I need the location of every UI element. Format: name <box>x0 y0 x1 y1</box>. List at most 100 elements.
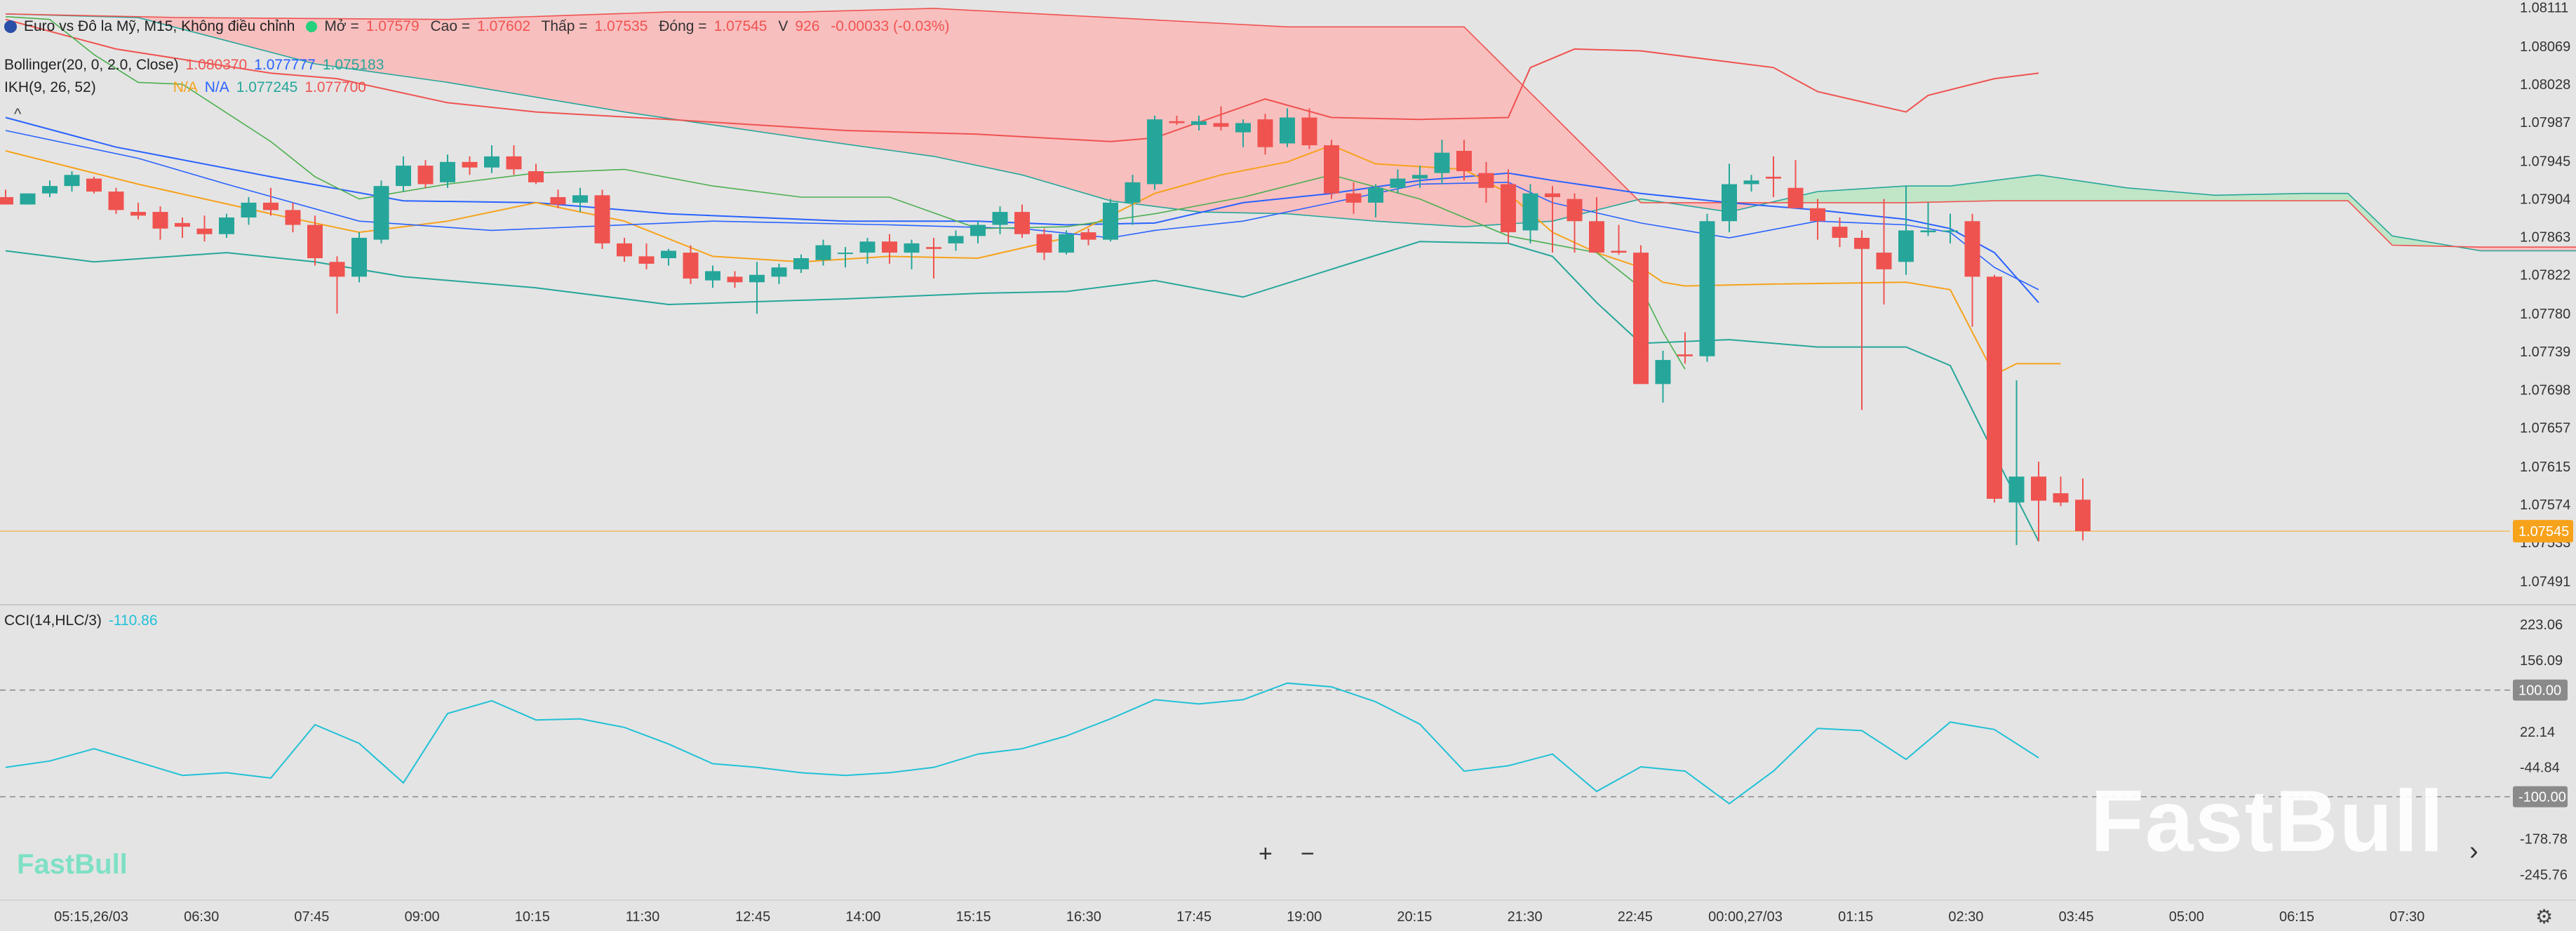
candle <box>1987 274 2002 503</box>
price-tick-label: 1.07615 <box>2520 460 2570 475</box>
candle <box>1633 245 1649 384</box>
candle-body <box>1832 227 1848 238</box>
candle <box>1280 108 1295 147</box>
candle <box>749 262 765 314</box>
candle-body <box>2075 500 2091 532</box>
price-tick-label: 1.07822 <box>2520 268 2570 283</box>
candle-body <box>1522 193 1538 231</box>
time-tick-label: 00:00,27/03 <box>1708 909 1783 925</box>
candle-body <box>1412 175 1428 179</box>
candle <box>307 215 323 266</box>
candle-body <box>1876 253 1892 269</box>
candle-body <box>661 250 676 259</box>
candle-body <box>1699 221 1715 356</box>
senkou-span-b-line <box>5 8 2576 248</box>
candle <box>1722 163 1737 233</box>
bollinger-middle-line <box>5 116 2039 303</box>
candle <box>1235 119 1251 147</box>
candle-body <box>1147 119 1162 185</box>
price-tick-label: 1.07657 <box>2520 420 2570 436</box>
candle <box>2053 476 2069 507</box>
candle-body <box>838 253 853 255</box>
candle-body <box>351 237 367 277</box>
candle-body <box>1743 180 1759 185</box>
candle-body <box>771 267 787 277</box>
price-tick-label: 1.08028 <box>2520 77 2570 93</box>
candle-body <box>1501 184 1516 233</box>
candle <box>175 217 190 238</box>
collapse-legend-icon[interactable]: ^ <box>14 105 22 123</box>
candle <box>152 206 168 240</box>
candle-body <box>1280 117 1295 144</box>
close-value: 1.07545 <box>713 18 767 34</box>
candle <box>572 187 588 213</box>
candle-body <box>1611 250 1627 253</box>
candle <box>64 171 80 192</box>
candle <box>1478 161 1494 203</box>
candle <box>1147 115 1162 190</box>
time-tick-label: 16:30 <box>1066 909 1101 925</box>
bollinger-lower-line <box>5 241 2039 542</box>
candle-body <box>1456 151 1472 172</box>
zoom-out-button[interactable]: − <box>1301 840 1315 867</box>
time-tick-label: 20:15 <box>1397 909 1432 925</box>
candle-body <box>2053 493 2069 503</box>
bollinger-legend[interactable]: Bollinger(20, 0, 2.0, Close) 1.080370 1.07… <box>4 57 391 74</box>
candle-body <box>1434 152 1450 173</box>
candle-body <box>1235 123 1251 133</box>
candle-body <box>1655 360 1671 384</box>
settings-gear-icon[interactable]: ⚙ <box>2535 906 2554 927</box>
candle <box>771 263 787 284</box>
candle <box>1191 115 1207 130</box>
time-tick-label: 11:30 <box>626 909 660 925</box>
candle <box>1545 186 1560 253</box>
candle-body <box>152 212 168 229</box>
candle <box>1964 213 1980 327</box>
candle <box>1898 186 1914 275</box>
candle-body <box>1478 173 1494 188</box>
time-tick-label: 22:45 <box>1618 909 1653 925</box>
zoom-in-button[interactable]: + <box>1259 840 1273 867</box>
candle-body <box>1390 178 1406 188</box>
time-tick-label: 02:30 <box>1948 909 1983 925</box>
candle <box>86 176 102 194</box>
candle-body <box>749 274 765 283</box>
tenkan-line <box>5 145 2061 376</box>
candle <box>904 239 920 269</box>
price-tick-label: 1.07739 <box>2520 344 2570 360</box>
candle-body <box>219 217 234 234</box>
cci-legend[interactable]: CCI(14,HLC/3) -110.86 <box>4 612 165 629</box>
candle <box>815 239 831 266</box>
scroll-next-button[interactable]: › <box>2469 836 2478 866</box>
time-tick-label: 07:30 <box>2389 909 2424 925</box>
cci-tick-label: 22.14 <box>2520 725 2555 740</box>
candle-body <box>20 193 36 205</box>
price-tick-label: 1.07780 <box>2520 307 2570 322</box>
ichimoku-label: IKH(9, 26, 52) <box>4 79 96 95</box>
candle-body <box>1545 193 1560 197</box>
cci-panel <box>0 604 2576 805</box>
candle <box>42 180 58 197</box>
candle-body <box>1677 354 1693 356</box>
candle <box>727 271 743 288</box>
candle-body <box>175 222 190 227</box>
time-tick-label: 21:30 <box>1508 909 1543 925</box>
bollinger-label: Bollinger(20, 0, 2.0, Close) <box>4 57 179 73</box>
candle <box>1059 230 1074 255</box>
ichimoku-span-b-value: 1.077700 <box>304 79 366 95</box>
candle <box>440 154 455 188</box>
ichimoku-legend[interactable]: IKH(9, 26, 52) N/A N/A 1.077245 1.077700 <box>4 79 373 96</box>
candle <box>329 256 345 314</box>
cci-level-label: 100.00 <box>2518 683 2561 699</box>
candle <box>373 180 389 243</box>
candle <box>1324 140 1339 199</box>
candle-body <box>130 212 146 216</box>
candle <box>661 248 676 266</box>
candle <box>594 189 610 249</box>
last-price-label: 1.07545 <box>2518 524 2569 540</box>
low-label: Thấp = <box>541 18 588 34</box>
candle-body <box>550 196 566 205</box>
candle-body <box>1987 276 2002 499</box>
cci-label: CCI(14,HLC/3) <box>4 612 102 629</box>
